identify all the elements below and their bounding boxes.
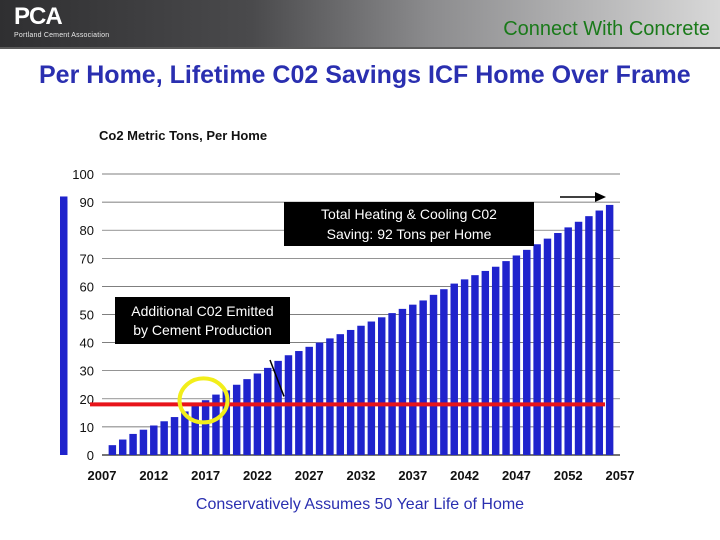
- bar: [150, 425, 158, 455]
- unit-label: Co2 Metric Tons, Per Home: [99, 128, 268, 143]
- cement-callout-box: [115, 297, 290, 344]
- savings-callout-text: Saving: 92 Tons per Home: [327, 226, 492, 242]
- tagline: Connect With Concrete: [503, 18, 710, 40]
- footnote: Conservatively Assumes 50 Year Life of H…: [195, 496, 525, 513]
- bar: [502, 261, 510, 455]
- x-tick-label: 2042: [450, 468, 479, 483]
- bar: [440, 289, 448, 455]
- bar: [429, 294, 438, 455]
- highlight-circle: [177, 376, 230, 425]
- bar: [460, 279, 469, 455]
- y-tick-label: 50: [80, 308, 94, 323]
- y-tick-label: 60: [80, 279, 94, 294]
- bar: [357, 325, 365, 455]
- y-tick-label: 0: [87, 448, 94, 463]
- header-band: PCA Portland Cement Association Connect …: [0, 0, 720, 48]
- bar: [554, 233, 562, 455]
- bar: [533, 244, 541, 455]
- y-tick-label: 100: [72, 167, 94, 182]
- bar: [160, 421, 168, 455]
- bar: [367, 321, 376, 455]
- bar: [595, 210, 604, 455]
- bar: [512, 255, 521, 455]
- cement-pointer-line: [269, 359, 285, 397]
- bar: [523, 249, 531, 455]
- bar: [201, 400, 210, 455]
- bar-series: [60, 196, 614, 456]
- bar: [326, 338, 334, 455]
- bar: [346, 329, 355, 455]
- x-tick-label: 2027: [295, 468, 324, 483]
- bar: [336, 334, 345, 455]
- x-tick-label: 2032: [347, 468, 376, 483]
- slide-title: Per Home, Lifetime C02 Savings ICF Home …: [39, 61, 691, 89]
- bar: [315, 342, 324, 455]
- logo-text: PCA: [14, 3, 63, 30]
- x-tick-label: 2052: [554, 468, 583, 483]
- savings-callout-text: Total Heating & Cooling C02: [321, 206, 497, 222]
- bar: [574, 221, 583, 455]
- bar: [60, 196, 68, 456]
- x-tick-label: 2007: [88, 468, 117, 483]
- bar: [181, 411, 189, 455]
- header-divider: [0, 47, 720, 49]
- bar: [450, 283, 458, 455]
- x-tick-label: 2047: [502, 468, 531, 483]
- bar: [491, 266, 500, 455]
- y-tick-label: 10: [80, 420, 94, 435]
- bar: [212, 394, 220, 455]
- bar: [471, 275, 479, 455]
- bar: [605, 204, 614, 455]
- x-tick-label: 2017: [191, 468, 220, 483]
- y-tick-label: 90: [80, 195, 94, 210]
- y-tick-label: 30: [80, 364, 94, 379]
- savings-arrow-head: [595, 192, 606, 202]
- bar: [139, 429, 148, 455]
- chart-overlays: Total Heating & Cooling C02 Saving: 92 To…: [90, 192, 606, 425]
- bar: [108, 445, 117, 455]
- bar: [264, 367, 272, 455]
- bar: [243, 379, 251, 455]
- y-tick-label: 40: [80, 336, 94, 351]
- cement-callout-text: Additional C02 Emitted: [131, 303, 273, 319]
- savings-callout-box: [284, 202, 534, 246]
- x-tick-label: 2037: [398, 468, 427, 483]
- bar: [388, 313, 396, 455]
- logo-subtext: Portland Cement Association: [14, 32, 110, 39]
- bar: [398, 308, 407, 455]
- bar: [305, 346, 313, 455]
- bar: [419, 300, 427, 455]
- x-tick-labels: 2007 2012 2017 2022 2027 2032 2037 2042 2047 2052…: [88, 468, 635, 483]
- bar: [409, 304, 417, 455]
- bar: [564, 227, 572, 455]
- bar: [118, 439, 127, 455]
- pca-logo[interactable]: PCA Portland Cement Association: [14, 3, 110, 40]
- bar: [222, 390, 231, 455]
- bar: [377, 317, 386, 455]
- y-tick-label: 70: [80, 251, 94, 266]
- x-tick-label: 2022: [243, 468, 272, 483]
- bar: [585, 216, 593, 455]
- bar: [543, 238, 552, 455]
- y-tick-label: 80: [80, 223, 94, 238]
- cement-callout-text: by Cement Production: [133, 322, 272, 338]
- bar: [191, 405, 199, 455]
- x-tick-label: 2012: [139, 468, 168, 483]
- bar: [232, 384, 241, 455]
- bar: [129, 433, 137, 455]
- bar: [253, 373, 262, 455]
- bar: [274, 360, 282, 455]
- x-tick-label: 2057: [606, 468, 635, 483]
- bar: [481, 270, 490, 455]
- bar: [170, 417, 179, 455]
